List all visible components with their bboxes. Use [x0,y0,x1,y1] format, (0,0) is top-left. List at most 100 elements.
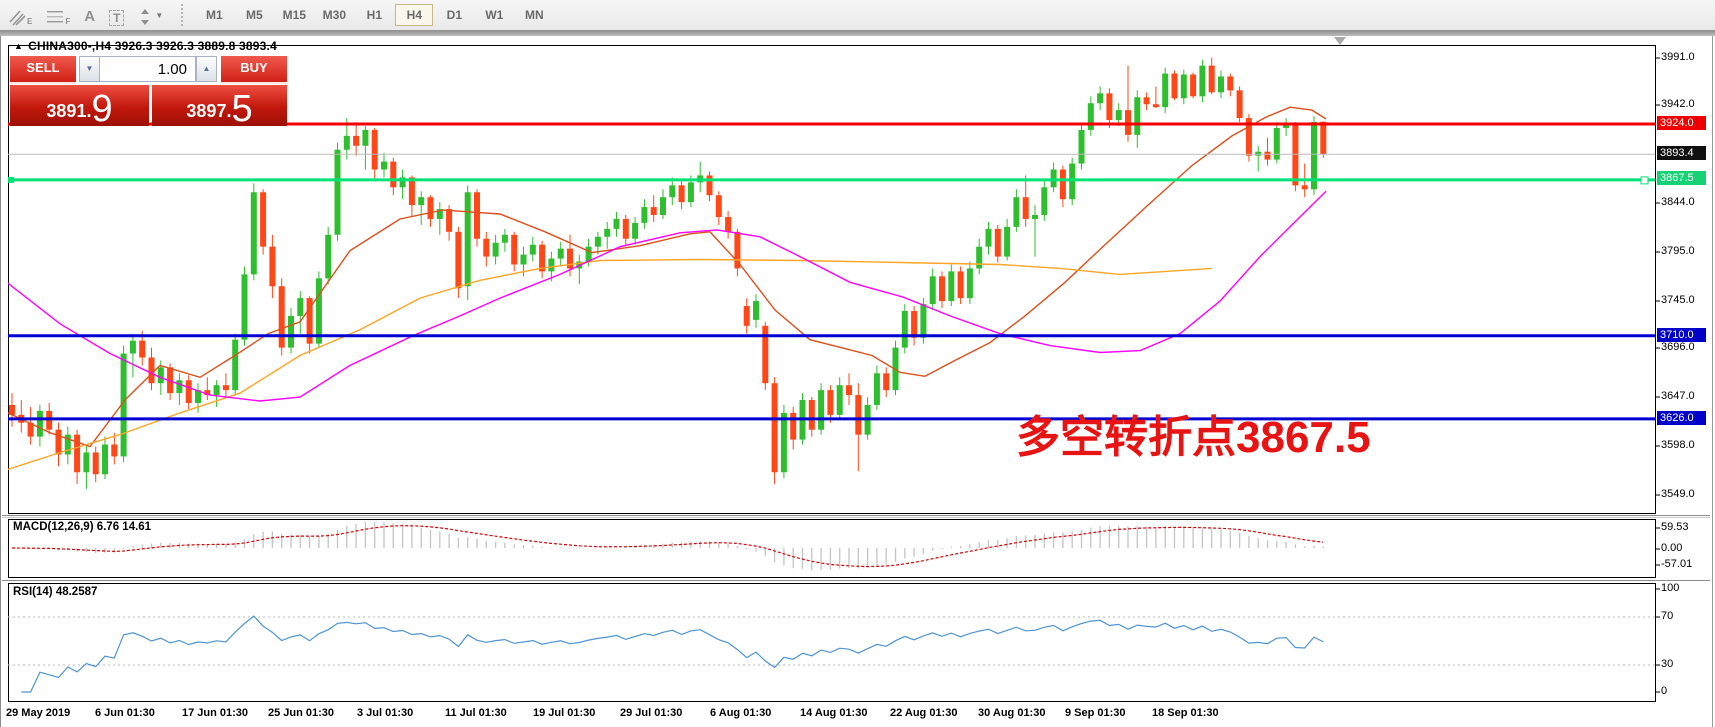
candle-body [1115,110,1122,121]
candle-body [455,231,462,289]
panel-splitter[interactable] [2,515,1710,516]
candle-body [148,357,155,384]
rsi-tick: 70 [1661,610,1674,622]
timeframe-D1[interactable]: D1 [446,8,463,22]
chart-window [0,36,1713,727]
candle-body [511,234,518,265]
candle-body [929,276,936,305]
textbox-t-icon[interactable]: T [109,4,125,26]
candle-body [399,177,406,188]
candle-body [725,216,732,232]
candle-body [650,207,657,216]
candle-body [1190,74,1197,97]
toolbar-separator [181,4,184,26]
rsi-layer [8,615,1655,693]
candle-body [939,276,945,302]
candle-body [669,185,676,198]
candle-body [232,339,239,391]
date-tick: 18 Sep 01:30 [1152,707,1219,719]
candle-body [594,236,601,247]
price-tick: 3942.0 [1661,98,1695,110]
toolbar-shadow-band [0,30,1715,36]
candle-body [976,246,983,269]
timeframe-M5[interactable]: M5 [246,8,263,22]
candle-body [1152,104,1159,108]
candle-body [64,434,71,455]
timeframe-W1[interactable]: W1 [485,8,504,22]
candle-body [408,177,415,206]
candle-body [492,242,499,257]
candle-body [1078,129,1085,164]
date-tick: 30 Aug 01:30 [978,707,1046,719]
candle-body [418,197,425,206]
collapse-arrow-icon[interactable]: ▲ [14,41,24,51]
fibonacci-grid-icon[interactable]: F [46,4,70,26]
candle-body [427,197,434,219]
rsi-line [21,615,1324,693]
panel-splitter[interactable] [2,517,1710,518]
volume-input[interactable] [99,56,196,82]
arrows-tool-icon[interactable]: ▼ [138,4,163,26]
panel-splitter[interactable] [2,580,1710,581]
price-tick: 3647.0 [1661,390,1695,402]
candle-body [371,129,378,170]
timeframe-M30[interactable]: M30 [322,8,347,22]
price-tick: 3598.0 [1661,439,1695,451]
candle-body [762,325,769,384]
chart-title: ▲ CHINA300-,H4 3926.3 3926.3 3889.8 3893.… [14,39,277,53]
candle-body [585,246,592,262]
candle-body [362,129,369,146]
rsi-panel[interactable] [8,583,1656,702]
sell-button[interactable]: SELL [10,56,76,84]
candle-body [948,271,955,302]
candle-body [873,373,880,405]
date-tick: 22 Aug 01:30 [890,707,958,719]
candle-body [613,218,620,229]
candle-body [529,244,536,255]
timeframe-M15[interactable]: M15 [282,8,307,22]
candle-body [213,385,220,396]
timeframe-M1[interactable]: M1 [206,8,223,22]
rsi-tick: 0 [1661,685,1668,697]
hline-handle[interactable] [1640,176,1649,185]
macd-tick: 0.00 [1661,542,1683,554]
macd-tick: 59.53 [1661,521,1689,533]
candle-body [957,271,964,299]
hline-handle[interactable] [8,176,14,183]
candle-body [1218,76,1224,93]
candle-body [92,452,99,475]
price-badge: 3867.5 [1657,171,1706,185]
date-tick: 6 Aug 01:30 [710,707,772,719]
macd-tick: -57.01 [1661,558,1693,570]
candle-body [827,390,834,415]
candle-body [278,286,285,348]
buy-quote-button[interactable]: 3897. 5 [152,85,287,128]
price-tick: 3795.0 [1661,245,1695,257]
candle-body [818,390,825,430]
candle-body [297,298,304,316]
text-a-icon[interactable]: A [84,8,96,25]
candle-body [836,385,843,415]
date-tick: 29 May 2019 [6,707,71,719]
candle-body [1022,197,1029,219]
candle-body [557,248,564,259]
buy-button[interactable]: BUY [221,56,287,84]
candle-body [9,404,15,415]
candle-body [1264,151,1271,160]
candle-body [1320,121,1327,155]
timeframe-H1[interactable]: H1 [366,8,383,22]
candle-body [306,298,313,344]
candle-body [1087,103,1094,130]
timeframe-H4[interactable]: H4 [395,4,434,26]
price-chart-panel[interactable] [8,45,1656,514]
price-tick: 3549.0 [1661,488,1695,500]
timeframe-MN[interactable]: MN [525,8,544,22]
chart-shift-marker-icon[interactable] [1334,37,1346,45]
volume-up-button[interactable]: ▲ [196,56,217,82]
sell-quote-button[interactable]: 3891. 9 [10,85,149,128]
volume-down-button[interactable]: ▼ [79,56,100,82]
date-tick: 11 Jul 01:30 [445,707,507,719]
candle-body [790,412,797,440]
channel-lines-icon[interactable]: E [8,4,32,26]
